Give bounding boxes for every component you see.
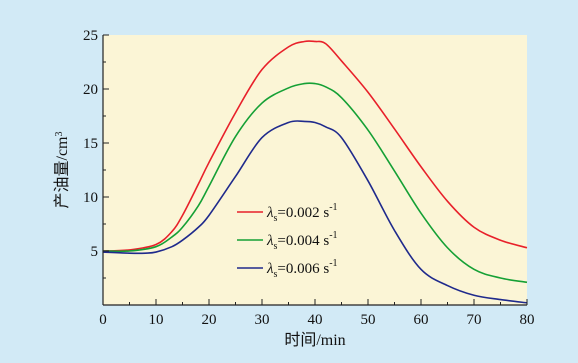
- x-tick-label: 80: [520, 312, 535, 328]
- legend-label-2: λs=0.004 s-1: [266, 230, 338, 252]
- x-axis-title: 时间/min: [284, 331, 345, 349]
- legend-label-3: λs=0.006 s-1: [266, 258, 338, 280]
- y-tick-label: 10: [83, 190, 98, 206]
- y-tick-label: 20: [83, 82, 98, 98]
- x-tick-label: 50: [361, 312, 376, 328]
- y-axis-title: 产油量/cm3: [53, 132, 71, 209]
- series-layer: [102, 40, 528, 304]
- x-tick-label: 0: [99, 312, 107, 328]
- y-tick-label: 25: [83, 28, 98, 44]
- legend-label-1: λs=0.002 s-1: [266, 202, 338, 224]
- y-axis-title-superscript: 3: [54, 132, 65, 137]
- x-tick-label: 10: [149, 312, 164, 328]
- series-line-2: [102, 82, 528, 284]
- x-tick-label: 20: [202, 312, 217, 328]
- plot-area: [103, 35, 527, 305]
- series-line-3: [102, 120, 528, 304]
- x-tick-label: 30: [255, 312, 270, 328]
- legend: λs=0.002 s-1 λs=0.004 s-1 λs=0.006 s-1: [237, 202, 338, 280]
- x-tick-label: 40: [308, 312, 323, 328]
- x-tick-label: 70: [467, 312, 482, 328]
- axes-layer: 0 10 20 30 40 50 60 70 80 5 10 15 20 25: [83, 28, 535, 328]
- y-tick-label: 5: [91, 244, 99, 260]
- x-tick-label: 60: [414, 312, 429, 328]
- y-tick-label: 15: [83, 136, 98, 152]
- series-line-1: [102, 40, 528, 252]
